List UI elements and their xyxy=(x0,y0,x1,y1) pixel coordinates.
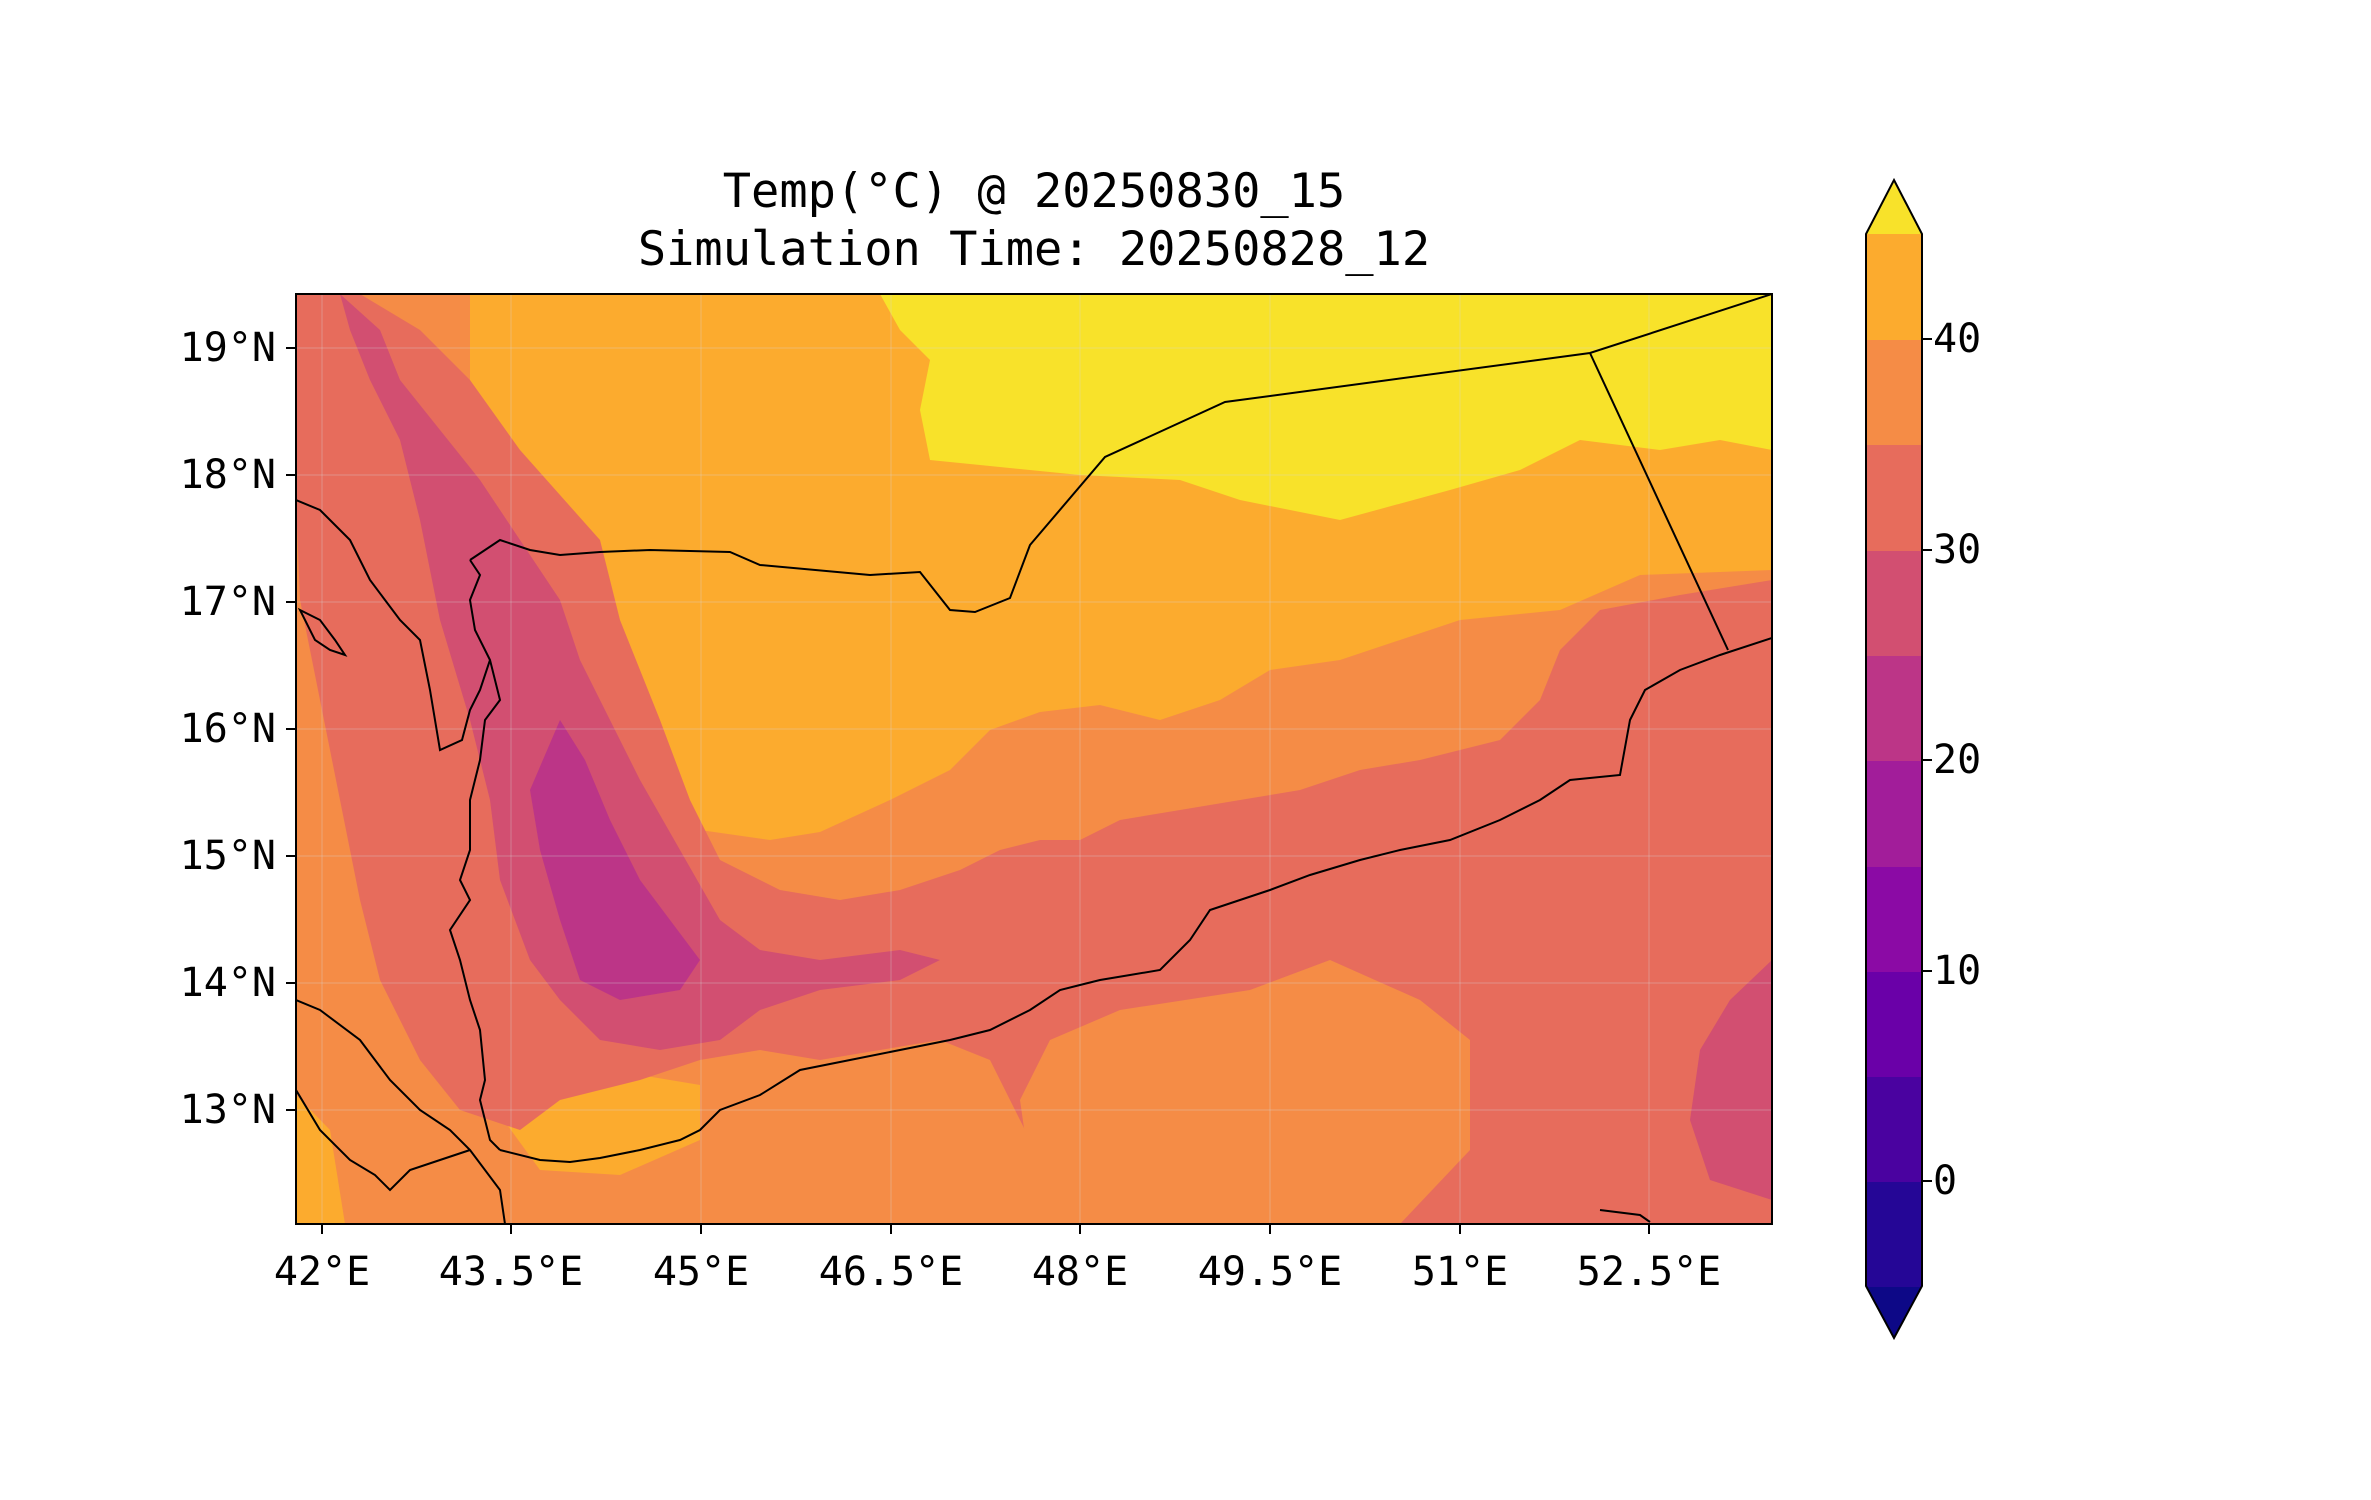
colorbar-outline xyxy=(1865,177,1923,1341)
band-30-35-east-cool xyxy=(1020,960,1470,1224)
lon-label-42e: 42°E xyxy=(273,1249,371,1295)
colorbar-tick-30: 30 xyxy=(1933,527,1982,573)
colorbar-segment xyxy=(1866,866,1922,972)
colorbar-segment xyxy=(1866,971,1922,1077)
coastlines-and-borders xyxy=(296,294,1772,1224)
socotra-coast xyxy=(1599,1209,1651,1223)
colorbar-extend-low xyxy=(1866,1286,1922,1338)
colorbar-tick-0: 0 xyxy=(1933,1158,1958,1204)
lat-label-15n: 15°N xyxy=(179,833,276,879)
lon-label-43-5e: 43.5°E xyxy=(438,1249,584,1295)
lon-label-49-5e: 49.5°E xyxy=(1197,1249,1343,1295)
gridlines xyxy=(296,294,1772,1224)
band-35-40-southwest xyxy=(296,1095,345,1224)
lon-label-51e: 51°E xyxy=(1411,1249,1509,1295)
colorbar-tick-20: 20 xyxy=(1933,737,1982,783)
red-sea-east-coast xyxy=(296,499,492,752)
map-frame xyxy=(295,293,1773,1225)
map-title-line-1: Temp(°C) @ 20250830_15 xyxy=(722,164,1346,219)
farasan-islands xyxy=(297,607,348,657)
lat-label-18n: 18°N xyxy=(179,452,276,498)
lat-label-19n: 19°N xyxy=(179,325,276,371)
colorbar-segment xyxy=(1866,444,1922,551)
lat-label-13n: 13°N xyxy=(179,1087,276,1133)
colorbar xyxy=(1865,177,1932,1341)
yemen-west-coast xyxy=(448,659,502,1151)
colorbar-segment xyxy=(1866,760,1922,867)
african-coast xyxy=(296,999,506,1224)
axis-ticks xyxy=(286,347,1650,1234)
yemen-oman-border xyxy=(1589,352,1729,651)
yemen-saudi-border xyxy=(469,294,1772,614)
colorbar-segment xyxy=(1866,655,1922,761)
african-border xyxy=(296,1089,471,1192)
band-above-40 xyxy=(880,294,1772,520)
map-title-line-2: Simulation Time: 20250828_12 xyxy=(637,222,1431,277)
yemen-south-coast xyxy=(499,637,1772,1164)
lon-label-46-5e: 46.5°E xyxy=(818,1249,964,1295)
colorbar-segment xyxy=(1866,550,1922,656)
lon-label-52-5e: 52.5°E xyxy=(1576,1249,1722,1295)
colorbar-segment xyxy=(1866,234,1922,340)
lat-label-16n: 16°N xyxy=(179,706,276,752)
lon-label-48e: 48°E xyxy=(1031,1249,1129,1295)
colorbar-extend-high xyxy=(1866,182,1922,234)
temperature-field xyxy=(296,294,1772,1224)
band-15-20 xyxy=(530,720,700,1000)
lon-label-45e: 45°E xyxy=(652,1249,750,1295)
band-20-25-east xyxy=(1690,960,1772,1200)
colorbar-segment xyxy=(1866,339,1922,445)
lat-label-14n: 14°N xyxy=(179,960,276,1006)
colorbar-tick-40: 40 xyxy=(1933,316,1982,362)
colorbar-segment xyxy=(1866,1181,1922,1287)
colorbar-tick-10: 10 xyxy=(1933,948,1982,994)
colorbar-segment xyxy=(1866,1076,1922,1182)
lat-label-17n: 17°N xyxy=(179,579,276,625)
